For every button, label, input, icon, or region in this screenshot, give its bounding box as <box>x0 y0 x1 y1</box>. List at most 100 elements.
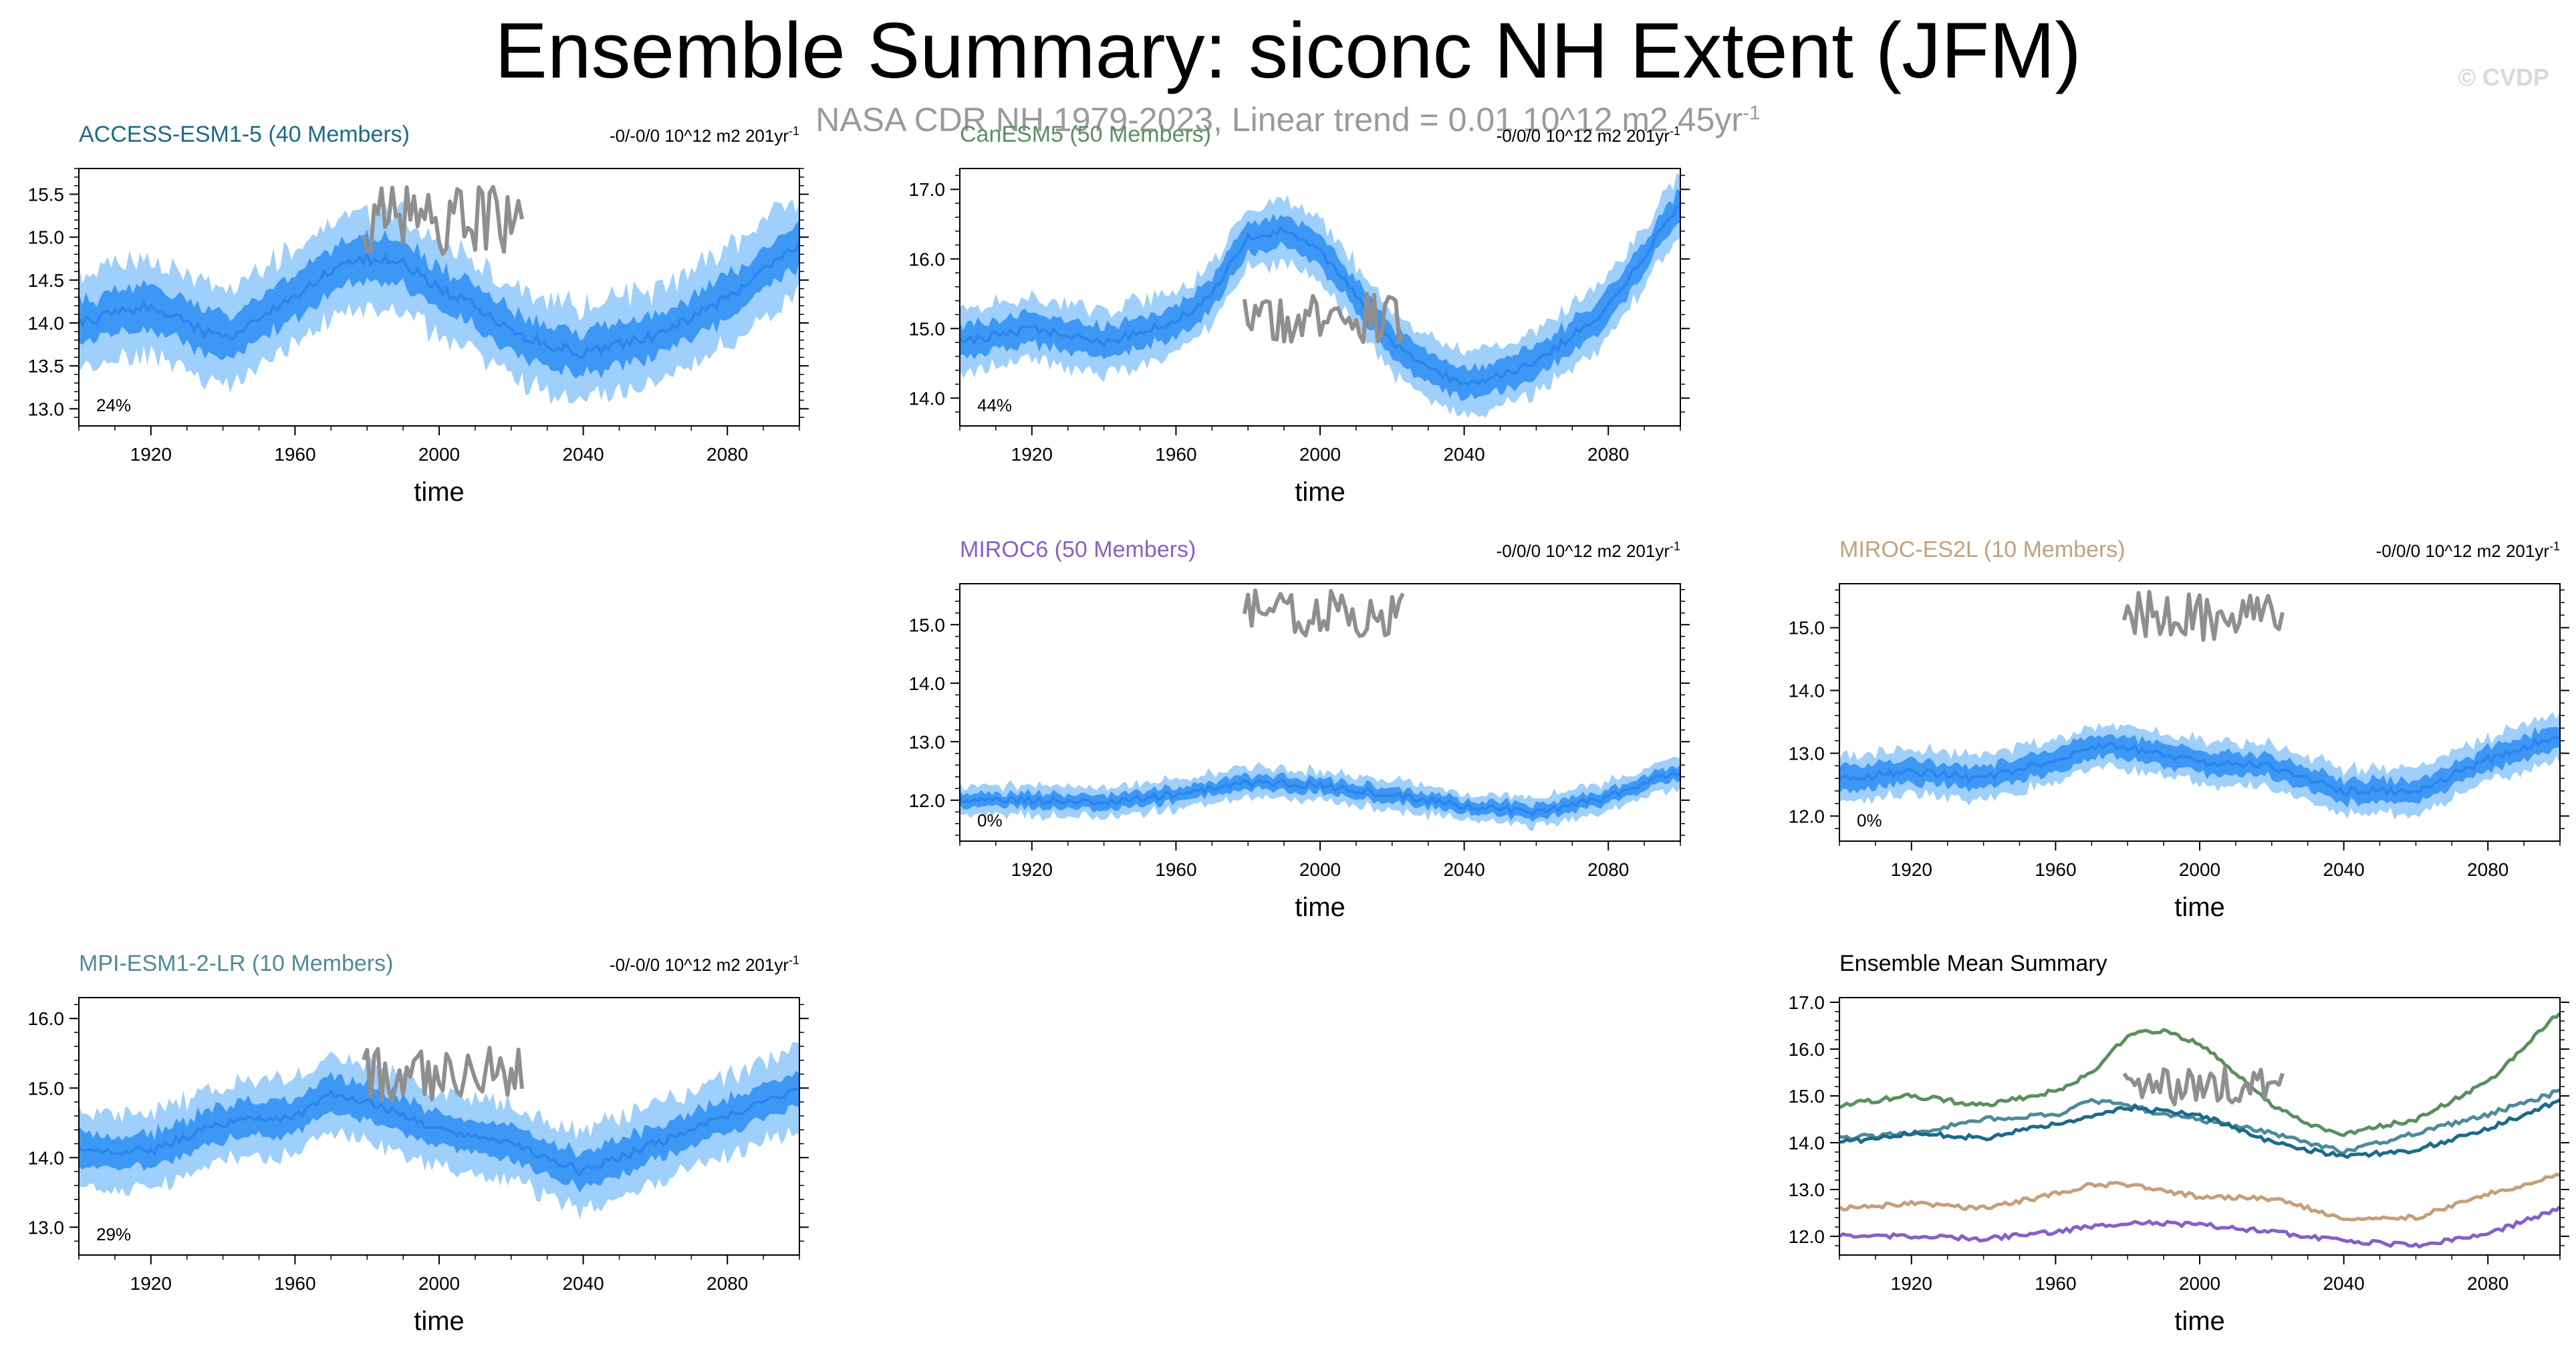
x-tick-label: 2040 <box>2323 1273 2364 1294</box>
ensemble-interquartile-band <box>960 764 1680 822</box>
x-tick-label: 1960 <box>274 444 315 465</box>
trend-label: -0/-0/0 10^12 m2 201yr-1 <box>610 124 799 146</box>
x-tick-label: 2080 <box>1587 859 1629 880</box>
x-tick-label: 2000 <box>418 1273 460 1294</box>
model-mean-line <box>1839 1012 2560 1137</box>
x-axis-label: time <box>1295 893 1345 922</box>
chart-title: ACCESS-ESM1-5 (40 Members) <box>79 122 410 147</box>
chart-title: MIROC6 (50 Members) <box>960 537 1196 562</box>
trend-label-exponent: -1 <box>1670 540 1680 553</box>
y-tick-label: 15.0 <box>1789 618 1825 639</box>
x-tick-label: 2000 <box>1299 444 1341 465</box>
ensemble-mean-line <box>960 205 1680 386</box>
ensemble-mean-line <box>79 241 799 359</box>
y-tick-label: 13.0 <box>28 1217 65 1238</box>
y-tick-label: 14.0 <box>28 1147 65 1168</box>
y-tick-label: 12.0 <box>1789 806 1825 826</box>
y-tick-label: 13.0 <box>1789 744 1825 764</box>
y-tick-label: 16.0 <box>28 1008 65 1029</box>
x-axis-label: time <box>414 1307 465 1336</box>
chart-panel-mpi: MPI-ESM1-2-LR (10 Members) -0/-0/0 10^12 … <box>28 951 809 1336</box>
ensemble-mean-line <box>79 1087 799 1177</box>
chart-panel-miroc6: MIROC6 (50 Members) -0/0/0 10^12 m2 201yr… <box>909 537 1690 922</box>
chart-panel-mirocEs2l: MIROC-ES2L (10 Members) -0/0/0 10^12 m2 2… <box>1789 537 2569 922</box>
model-mean-line <box>1839 1172 2560 1222</box>
y-tick-label: 14.0 <box>1789 681 1825 701</box>
x-tick-label: 1920 <box>1891 1273 1932 1294</box>
x-tick-label: 2040 <box>562 1273 604 1294</box>
chart-title: CanESM5 (50 Members) <box>960 122 1211 147</box>
y-tick-label: 13.0 <box>1789 1179 1825 1200</box>
x-tick-label: 2040 <box>1443 859 1485 880</box>
trend-label: -0/-0/0 10^12 m2 201yr-1 <box>610 953 799 975</box>
x-tick-label: 1920 <box>1891 859 1932 880</box>
model-mean-line <box>1839 1098 2560 1159</box>
percent-label: 24% <box>96 395 131 415</box>
x-tick-label: 2080 <box>2467 1273 2508 1294</box>
y-tick-label: 15.0 <box>1789 1086 1825 1107</box>
x-tick-label: 2000 <box>2179 859 2220 880</box>
x-axis-label: time <box>2174 893 2225 922</box>
ensemble-interquartile-band <box>79 1070 799 1193</box>
x-axis-label: time <box>1295 477 1345 507</box>
copyright-watermark: © CVDP <box>2458 64 2549 91</box>
plot-area <box>1839 1012 2560 1249</box>
y-tick-label: 14.0 <box>28 313 65 334</box>
x-tick-label: 2040 <box>1443 444 1485 465</box>
y-tick-label: 12.0 <box>909 790 946 811</box>
plot-frame <box>959 168 1681 427</box>
observations-line <box>2122 1066 2285 1107</box>
y-tick-label: 17.0 <box>909 179 946 200</box>
x-tick-label: 1920 <box>1011 859 1053 880</box>
x-tick-label: 2080 <box>1587 444 1629 465</box>
percent-label: 0% <box>1857 810 1882 830</box>
plot-area <box>79 1042 799 1220</box>
x-tick-label: 1960 <box>2035 859 2076 880</box>
ensemble-interquartile-band <box>1839 726 2560 808</box>
chart-title: MIROC-ES2L (10 Members) <box>1839 537 2126 562</box>
x-tick-label: 1960 <box>274 1273 315 1294</box>
y-tick-label: 14.0 <box>909 673 946 694</box>
chart-panel-summary: Ensemble Mean Summary 12.0 13.0 14.0 15.0 16.… <box>1789 951 2569 1336</box>
trend-label: -0/0/0 10^12 m2 201yr-1 <box>1497 540 1680 561</box>
x-tick-label: 2040 <box>2323 859 2364 880</box>
observations-line <box>361 1046 524 1103</box>
y-tick-label: 14.0 <box>1789 1133 1825 1153</box>
observations-line <box>1242 292 1405 344</box>
ensemble-mean-line <box>1839 736 2560 796</box>
y-tick-label: 17.0 <box>1789 992 1825 1013</box>
y-tick-label: 15.5 <box>28 185 65 205</box>
percent-label: 44% <box>977 395 1012 415</box>
ensemble-mean-line <box>960 770 1680 817</box>
x-tick-label: 2000 <box>2179 1273 2220 1294</box>
observations-line <box>361 185 524 256</box>
observations-line <box>2121 590 2285 642</box>
trend-label-exponent: -1 <box>789 953 799 967</box>
trend-label: -0/0/0 10^12 m2 201yr-1 <box>2376 540 2560 561</box>
x-tick-label: 1960 <box>2035 1273 2076 1294</box>
y-tick-label: 13.5 <box>28 356 65 376</box>
y-tick-label: 14.0 <box>909 388 946 409</box>
chart-title: MPI-ESM1-2-LR (10 Members) <box>79 951 393 976</box>
plot-area <box>1839 590 2560 820</box>
model-mean-line <box>1839 1089 2560 1155</box>
x-tick-label: 1920 <box>1011 444 1053 465</box>
plot-area <box>960 588 1680 832</box>
y-tick-label: 13.0 <box>28 399 65 419</box>
x-axis-label: time <box>2174 1307 2225 1336</box>
y-tick-label: 15.0 <box>909 318 946 339</box>
y-tick-label: 15.0 <box>909 614 946 635</box>
chart-title: Ensemble Mean Summary <box>1839 951 2107 976</box>
y-tick-label: 15.0 <box>28 1078 65 1099</box>
trend-label-exponent: -1 <box>1670 124 1680 138</box>
x-tick-label: 1920 <box>130 444 172 465</box>
x-tick-label: 2080 <box>706 444 748 465</box>
figure-title: Ensemble Summary: siconc NH Extent (JFM) <box>495 7 2081 95</box>
x-tick-label: 1960 <box>1155 444 1196 465</box>
figure-subtitle: NASA CDR NH 1979-2023, Linear trend = 0.… <box>0 100 2576 139</box>
x-tick-label: 2080 <box>706 1273 748 1294</box>
x-tick-label: 2040 <box>562 444 604 465</box>
subtitle-text: NASA CDR NH 1979-2023, Linear trend = 0.… <box>815 101 1743 138</box>
subtitle-exponent: -1 <box>1743 102 1761 124</box>
model-mean-line <box>1839 1205 2560 1249</box>
